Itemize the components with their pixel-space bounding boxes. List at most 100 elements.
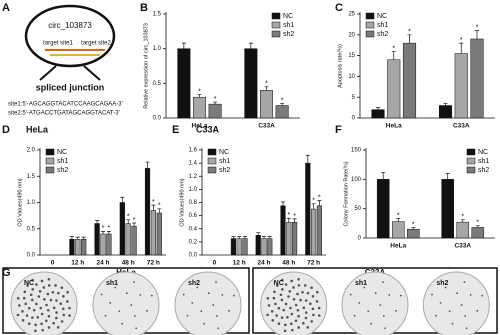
x-tick-label: 12 h [233, 260, 246, 267]
colony [280, 278, 284, 282]
colony [47, 326, 51, 329]
colony [310, 286, 313, 290]
significance: * [408, 29, 411, 36]
bar [208, 103, 222, 119]
colony [27, 322, 31, 326]
significance: * [392, 45, 395, 52]
bar [236, 238, 242, 256]
legend-label: sh1 [377, 22, 388, 29]
error-bar [411, 227, 416, 230]
y-tick-label: 1.4 [189, 161, 198, 167]
colony [39, 306, 43, 310]
colony [61, 307, 65, 311]
legend-swatch [365, 30, 375, 38]
panel-label: C [335, 2, 343, 14]
colony [24, 302, 28, 306]
colony [31, 316, 34, 319]
bar [316, 205, 322, 256]
bar [259, 90, 274, 119]
colony [60, 320, 64, 323]
plate-label: sh2 [436, 280, 448, 287]
colony [270, 310, 274, 313]
colony [35, 283, 38, 286]
colony [267, 304, 271, 307]
circ-rna [24, 4, 116, 68]
y-tick-label: 0 [358, 236, 362, 242]
colony [55, 299, 58, 302]
colony [451, 322, 454, 325]
colony [306, 326, 310, 329]
plate-label: sh2 [188, 280, 200, 287]
error-bar [281, 201, 286, 206]
colony [56, 326, 60, 329]
bar [371, 109, 385, 119]
colony [460, 304, 463, 306]
colony [463, 281, 466, 284]
legend-swatch [207, 148, 217, 156]
y-axis-label: OD Values(490 nm) [17, 178, 23, 226]
colony [302, 321, 305, 325]
significance: * [476, 24, 479, 31]
colony [448, 310, 451, 313]
error-bar [267, 236, 272, 239]
y-tick-label: 2.0 [27, 148, 36, 154]
bar [438, 105, 453, 119]
colony [203, 322, 206, 325]
legend-label: NC [283, 13, 293, 20]
significance: * [214, 96, 217, 103]
colony [297, 284, 301, 287]
colony [52, 306, 56, 310]
colony [31, 278, 34, 282]
colony [367, 310, 370, 313]
colony [133, 314, 136, 317]
significance: * [127, 214, 130, 221]
bar [255, 235, 261, 256]
legend-label: sh1 [478, 158, 489, 165]
colony [118, 310, 121, 313]
colony [464, 314, 467, 317]
significance: * [108, 225, 111, 232]
error-bar [445, 173, 450, 180]
colony [304, 299, 308, 302]
x-tick-label: C33A [258, 123, 275, 130]
x-tick-label: 24 h [257, 260, 270, 267]
legend-swatch [45, 157, 55, 165]
significance: * [287, 212, 290, 219]
significance: * [318, 194, 321, 201]
colony [275, 284, 279, 287]
colony [32, 308, 36, 312]
significance: * [412, 221, 415, 228]
colony [212, 304, 215, 306]
bar [275, 105, 289, 119]
error-bar [145, 161, 150, 169]
y-axis-label: OD Values(490 nm) [179, 178, 185, 226]
x-tick-label: C33A [453, 123, 470, 130]
colony [125, 292, 128, 295]
colony [266, 296, 270, 300]
colony [469, 293, 472, 296]
colony [37, 295, 41, 298]
plate-label: sh1 [106, 280, 118, 287]
y-tick-label: 0 [352, 116, 356, 122]
colony [294, 319, 298, 323]
colony [304, 311, 308, 314]
legend-label: NC [478, 149, 488, 156]
colony [41, 328, 44, 332]
y-tick-label: 25 [348, 12, 355, 18]
significance: * [460, 37, 463, 44]
legend-swatch [466, 148, 476, 156]
colony [31, 288, 35, 291]
legend-swatch [466, 166, 476, 174]
colony [27, 306, 31, 310]
colony [47, 284, 51, 287]
colony [42, 286, 46, 289]
colony [54, 284, 57, 287]
colony [456, 292, 459, 295]
error-bar [460, 219, 465, 223]
significance: * [397, 212, 400, 219]
bar [454, 53, 468, 119]
colony [289, 322, 293, 326]
colony [284, 323, 287, 327]
colony [311, 295, 315, 298]
